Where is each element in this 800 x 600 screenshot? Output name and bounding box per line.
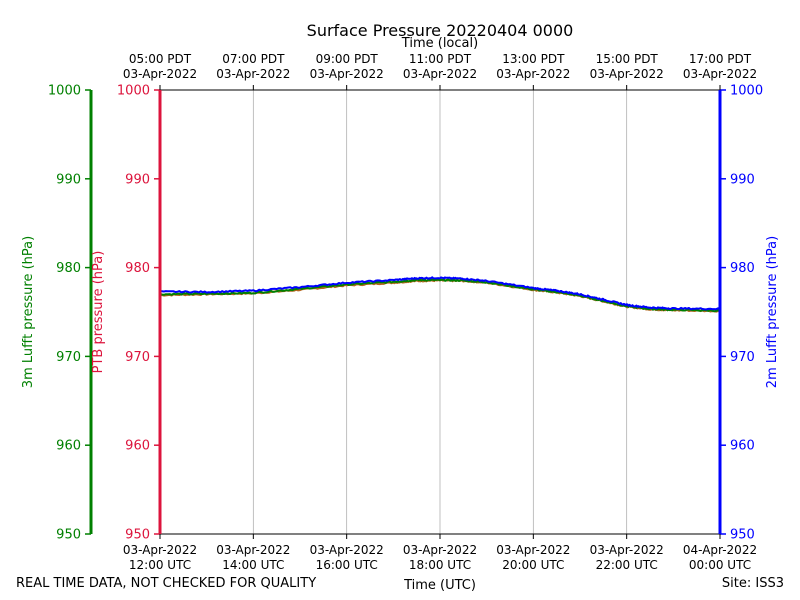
y-tick-label: 970 bbox=[125, 350, 150, 365]
y-tick-label: 960 bbox=[730, 439, 755, 454]
y-tick-label: 960 bbox=[125, 439, 150, 454]
y-axis-label: 2m Lufft pressure (hPa) bbox=[765, 236, 780, 388]
top-tick-label-date: 03-Apr-2022 bbox=[310, 67, 384, 81]
chart-title: Surface Pressure 20220404 0000 bbox=[306, 21, 574, 40]
ticks: 950 960 970 980 990 1000 950 960 970 980 990 1000 95… bbox=[48, 52, 763, 572]
axes bbox=[89, 89, 722, 535]
y-tick-label: 970 bbox=[730, 350, 755, 365]
y-tick-label: 970 bbox=[56, 350, 81, 365]
x-tick-label-time: 00:00 UTC bbox=[689, 558, 751, 572]
y-tick-label: 960 bbox=[56, 439, 81, 454]
x-tick-label-time: 14:00 UTC bbox=[222, 558, 284, 572]
grid-lines bbox=[252, 90, 628, 534]
x-tick-label-time: 20:00 UTC bbox=[502, 558, 564, 572]
x-tick-label-date: 03-Apr-2022 bbox=[123, 543, 197, 557]
x-tick-label-time: 18:00 UTC bbox=[409, 558, 471, 572]
top-tick-label-date: 03-Apr-2022 bbox=[496, 67, 570, 81]
y-tick-label: 980 bbox=[56, 261, 81, 276]
y-tick-label: 990 bbox=[56, 172, 81, 187]
x-tick-label-time: 22:00 UTC bbox=[596, 558, 658, 572]
x-axis-label: Time (UTC) bbox=[403, 578, 476, 593]
x-tick-label-time: 12:00 UTC bbox=[129, 558, 191, 572]
y-tick-label: 1000 bbox=[117, 84, 150, 99]
top-tick-label-time: 15:00 PDT bbox=[596, 52, 659, 66]
top-tick-label-date: 03-Apr-2022 bbox=[216, 67, 290, 81]
y-tick-label: 980 bbox=[125, 261, 150, 276]
x-tick-label-date: 03-Apr-2022 bbox=[216, 543, 290, 557]
top-tick-label-date: 03-Apr-2022 bbox=[590, 67, 664, 81]
top-tick-label-time: 13:00 PDT bbox=[502, 52, 565, 66]
x-tick-label-date: 03-Apr-2022 bbox=[590, 543, 664, 557]
y-tick-label: 1000 bbox=[48, 84, 81, 99]
top-tick-label-date: 03-Apr-2022 bbox=[683, 67, 757, 81]
top-x-axis-label: Time (local) bbox=[401, 36, 478, 51]
y-tick-label: 1000 bbox=[730, 84, 763, 99]
quality-note: REAL TIME DATA, NOT CHECKED FOR QUALITY bbox=[16, 576, 317, 591]
top-tick-label-time: 07:00 PDT bbox=[222, 52, 285, 66]
x-tick-label-date: 03-Apr-2022 bbox=[496, 543, 570, 557]
y-tick-label: 950 bbox=[125, 528, 150, 543]
y-tick-label: 950 bbox=[56, 528, 81, 543]
top-tick-label-time: 05:00 PDT bbox=[129, 52, 192, 66]
top-tick-label-date: 03-Apr-2022 bbox=[403, 67, 477, 81]
series-lines bbox=[159, 276, 721, 313]
y-axis-label: 3m Lufft pressure (hPa) bbox=[21, 236, 36, 388]
axis-labels: 3m Lufft pressure (hPa) PTB pressure (hPa… bbox=[21, 36, 780, 593]
x-tick-label-date: 03-Apr-2022 bbox=[403, 543, 477, 557]
x-tick-label-date: 03-Apr-2022 bbox=[310, 543, 384, 557]
y-tick-label: 950 bbox=[730, 528, 755, 543]
y-axis-label: PTB pressure (hPa) bbox=[91, 251, 106, 374]
top-tick-label-time: 17:00 PDT bbox=[689, 52, 752, 66]
x-tick-label-date: 04-Apr-2022 bbox=[683, 543, 757, 557]
series-line bbox=[159, 276, 721, 311]
y-tick-label: 990 bbox=[730, 172, 755, 187]
site-label: Site: ISS3 bbox=[721, 576, 784, 591]
y-tick-label: 990 bbox=[125, 172, 150, 187]
x-tick-label-time: 16:00 UTC bbox=[316, 558, 378, 572]
top-tick-label-date: 03-Apr-2022 bbox=[123, 67, 197, 81]
top-tick-label-time: 09:00 PDT bbox=[316, 52, 379, 66]
y-tick-label: 980 bbox=[730, 261, 755, 276]
top-tick-label-time: 11:00 PDT bbox=[409, 52, 472, 66]
